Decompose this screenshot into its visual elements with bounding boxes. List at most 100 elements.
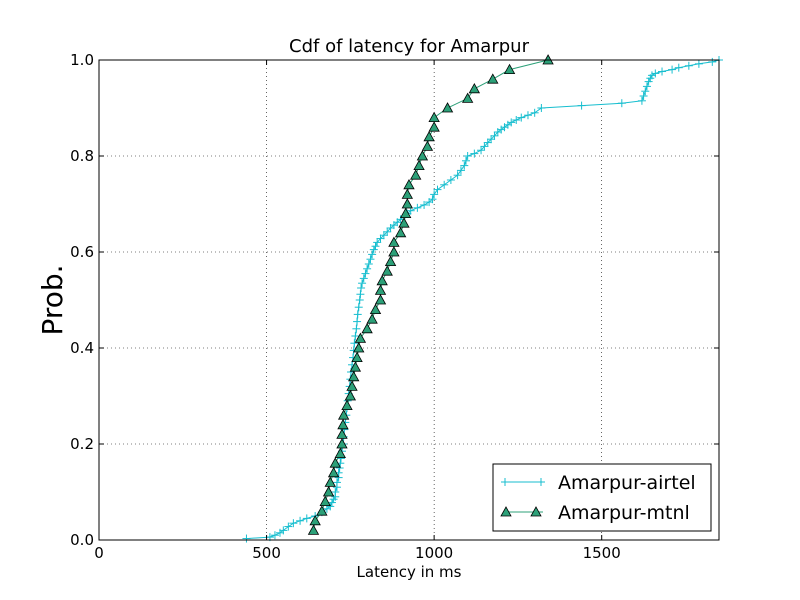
- data-point-plus: [371, 242, 380, 251]
- data-point-plus: [456, 166, 465, 175]
- data-point-plus: [453, 171, 462, 180]
- data-point-plus: [356, 290, 365, 299]
- data-point-plus: [684, 61, 693, 70]
- data-point-triangle: [381, 265, 393, 276]
- data-point-triangle: [468, 82, 481, 94]
- legend-entry: Amarpur-airtel: [501, 472, 696, 494]
- legend: Amarpur-airtel Amarpur-mtnl: [492, 463, 712, 532]
- data-point-triangle: [500, 506, 512, 517]
- data-point-plus: [523, 111, 532, 120]
- data-point-triangle: [413, 159, 425, 171]
- y-tick-label: 1.0: [70, 51, 94, 69]
- data-point-plus: [501, 478, 509, 486]
- data-point-triangle: [351, 351, 363, 363]
- data-point-plus: [284, 522, 293, 531]
- data-point-plus: [302, 514, 311, 523]
- data-point-triangle: [441, 102, 454, 113]
- data-point-triangle: [337, 418, 349, 430]
- data-point-plus: [350, 339, 359, 348]
- data-point-plus: [694, 59, 703, 68]
- data-point-triangle: [319, 495, 331, 507]
- tick-layer: 0 500 1000 1500 0.0 0.2 0.4 0.6 0.8 1.0: [70, 51, 719, 562]
- y-tick-label: 0.6: [70, 243, 94, 261]
- data-point-triangle: [376, 274, 388, 286]
- grid-lines: [99, 60, 719, 540]
- data-point-plus: [537, 104, 546, 112]
- data-point-plus: [490, 131, 499, 140]
- data-point-triangle: [369, 303, 382, 315]
- data-point-plus: [361, 269, 370, 278]
- data-point-plus: [480, 142, 489, 151]
- data-point-triangle: [361, 322, 373, 334]
- data-point-plus: [517, 113, 526, 122]
- data-point-plus: [296, 516, 305, 525]
- data-point-plus: [433, 185, 442, 194]
- y-tick-label: 0.2: [70, 435, 94, 453]
- data-point-plus: [373, 238, 382, 247]
- data-point-triangle: [336, 438, 348, 449]
- series-amarpur-mtnl: [307, 54, 554, 535]
- plot-frame: [98, 59, 720, 541]
- data-point-triangle: [374, 284, 387, 295]
- data-point-plus: [461, 156, 470, 165]
- data-point-plus: [487, 135, 496, 144]
- data-point-plus: [368, 250, 377, 259]
- data-point-triangle: [309, 514, 321, 526]
- data-point-plus: [420, 200, 429, 209]
- data-point-plus: [242, 534, 251, 543]
- data-point-plus: [289, 519, 298, 528]
- data-point-plus: [270, 531, 279, 540]
- data-point-triangle: [374, 294, 387, 305]
- data-point-plus: [658, 67, 667, 76]
- y-axis-label: Prob.: [36, 264, 69, 335]
- data-point-triangle: [461, 92, 474, 103]
- data-point-plus: [708, 57, 717, 66]
- x-tick-label: 0: [94, 544, 104, 562]
- data-point-plus: [637, 96, 646, 105]
- data-point-triangle: [324, 476, 336, 487]
- data-point-triangle: [336, 428, 348, 439]
- data-point-triangle: [388, 236, 400, 247]
- data-point-triangle: [401, 188, 414, 199]
- data-point-triangle: [530, 506, 542, 517]
- x-axis-label: Latency in ms: [357, 563, 462, 581]
- data-point-plus: [512, 116, 521, 124]
- data-point-triangle: [388, 246, 400, 257]
- legend-label: Amarpur-airtel: [558, 472, 696, 494]
- data-point-plus: [379, 231, 388, 240]
- data-point-triangle: [349, 361, 362, 372]
- data-point-triangle: [394, 226, 407, 238]
- legend-entry: Amarpur-mtnl: [500, 502, 690, 524]
- data-point-plus: [674, 63, 683, 72]
- data-point-plus: [651, 69, 660, 78]
- data-point-plus: [668, 65, 677, 74]
- data-point-triangle: [334, 447, 346, 459]
- data-point-triangle: [354, 332, 367, 343]
- data-point-plus: [351, 332, 360, 340]
- data-point-plus: [642, 82, 651, 91]
- data-point-triangle: [316, 505, 328, 516]
- data-point-plus: [355, 296, 364, 304]
- data-point-plus: [353, 317, 362, 326]
- chart-title: Cdf of latency for Amarpur: [289, 36, 530, 57]
- x-tick-label: 1500: [583, 544, 621, 562]
- legend-label: Amarpur-mtnl: [558, 502, 690, 524]
- data-point-triangle: [344, 390, 357, 401]
- data-point-plus: [530, 108, 539, 117]
- data-point-triangle: [401, 198, 414, 209]
- data-point-plus: [383, 227, 392, 236]
- x-tick-label: 500: [252, 544, 281, 562]
- data-point-plus: [352, 324, 361, 333]
- data-point-plus: [359, 274, 368, 283]
- data-point-plus: [644, 77, 653, 86]
- data-point-triangle: [322, 486, 335, 497]
- data-point-plus: [507, 118, 516, 127]
- data-point-plus: [460, 161, 469, 170]
- data-point-plus: [470, 149, 479, 158]
- data-point-plus: [366, 255, 375, 264]
- data-point-triangle: [403, 178, 415, 190]
- y-tick-label: 0.0: [70, 531, 94, 549]
- data-point-plus: [446, 176, 455, 184]
- data-point-triangle: [353, 342, 365, 353]
- data-point-plus: [577, 101, 586, 110]
